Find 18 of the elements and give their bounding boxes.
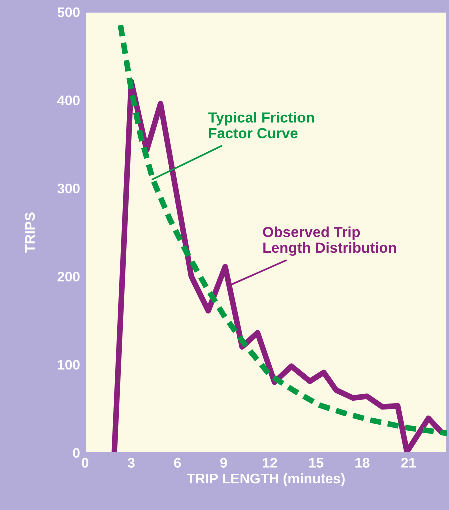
- x-tick-label: 18: [356, 458, 370, 468]
- x-tick-label: 9: [220, 458, 228, 468]
- x-tick-label: 0: [82, 458, 89, 468]
- x-tick-label: 12: [263, 458, 278, 468]
- x-tick-label: 3: [128, 458, 135, 468]
- y-tick-label: 300: [58, 184, 80, 194]
- x-tick-label: 15: [309, 458, 324, 468]
- y-tick-label: 500: [58, 8, 80, 18]
- y-axis-title: TRIPS: [25, 212, 36, 253]
- y-tick-label: 100: [58, 360, 80, 370]
- x-axis-title: TRIP LENGTH (minutes): [187, 473, 345, 486]
- y-tick-label: 200: [58, 272, 80, 282]
- text: Typical Friction Factor Curve: [208, 112, 314, 139]
- x-tick-label: 21: [401, 458, 416, 468]
- x-tick-label: 6: [174, 458, 182, 468]
- y-tick-label: 0: [73, 448, 80, 458]
- text: Observed Trip Length Distribution: [263, 226, 396, 256]
- y-tick-label: 400: [57, 96, 80, 106]
